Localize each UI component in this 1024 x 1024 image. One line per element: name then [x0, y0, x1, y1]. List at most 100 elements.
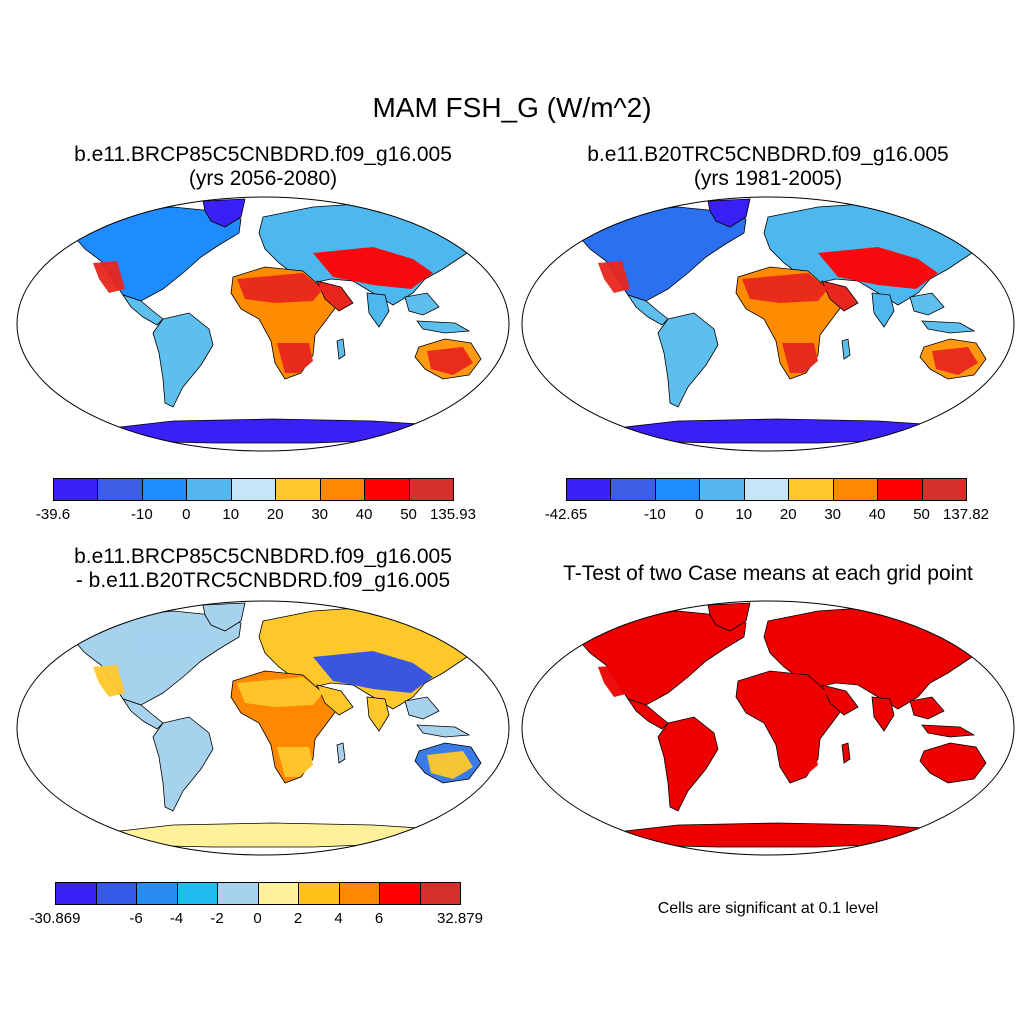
greenland-region [707, 198, 751, 228]
southAmerica-region [657, 312, 719, 408]
south-africa-patch [782, 343, 818, 373]
panel-4-title: T-Test of two Case means at each grid po… [563, 562, 973, 585]
sahara-patch [237, 677, 323, 707]
map-panel-3 [16, 600, 510, 856]
madagascar-region [336, 338, 346, 360]
southAmerica-region [657, 716, 719, 812]
antarctica-region [606, 418, 939, 444]
canada-patch [133, 227, 223, 253]
labelbar-3-tick-label: 6 [374, 910, 384, 927]
madagascar-region [336, 742, 346, 764]
australia-core-patch [427, 347, 473, 375]
labelbar-2-color-box [566, 478, 612, 501]
labelbar-1-color-box [230, 478, 277, 501]
labelbar-3-color-box [338, 882, 380, 905]
canada-patch [638, 631, 728, 657]
labelbar-2-tick-label: -10 [644, 506, 666, 523]
panel-3-title: b.e11.BRCP85C5CNBDRD.f09_g16.005 - b.e11… [13, 545, 513, 593]
figure-title: MAM FSH_G (W/m^2) [372, 92, 652, 123]
sw-north-america-patch [93, 665, 125, 697]
labelbar-3-color-box [55, 882, 97, 905]
labelbar-2-color-box [610, 478, 656, 501]
labelbar-1-tick-label: 40 [355, 506, 373, 523]
labelbar-3-tick-label: -30.869 [29, 910, 81, 927]
seAsia-region [404, 696, 440, 720]
central-asia-patch [818, 247, 938, 289]
indonesia-region [921, 724, 976, 738]
labelbar-3-tick-label: -6 [129, 910, 143, 927]
significance-note: Cells are significant at 0.1 level [657, 900, 879, 917]
labelbar-3-tick-label: 0 [253, 910, 262, 927]
labelbar-3-tick-label: -2 [210, 910, 224, 927]
australia-core-patch [932, 751, 978, 779]
labelbar-1-color-box [53, 478, 99, 501]
map-land-group [575, 198, 993, 444]
labelbar-3-color-box [419, 882, 461, 905]
india-region [871, 292, 895, 328]
seAsia-region [909, 696, 945, 720]
labelbar-1-tick-label: -39.6 [35, 506, 71, 523]
labelbar-2-tick-label: 20 [779, 506, 797, 523]
panel-1-case-name: b.e11.BRCP85C5CNBDRD.f09_g16.005 [74, 143, 452, 166]
centralAmerica-region [627, 698, 669, 730]
south-africa-patch [782, 747, 818, 777]
greenland-region [202, 198, 246, 228]
labelbar-3-tick-label: 32.879 [437, 910, 483, 927]
labelbar-1-tick-label: 20 [266, 506, 284, 523]
labelbar-2-tick-label: 30 [824, 506, 841, 523]
labelbar-1-color-box [97, 478, 143, 501]
labelbar-1-color-box [141, 478, 188, 501]
labelbar-3-color-box [298, 882, 340, 905]
panel-2-case-name: b.e11.B20TRC5CNBDRD.f09_g16.005 [587, 143, 949, 166]
centralAmerica-region [627, 294, 669, 326]
sw-north-america-patch [93, 261, 125, 293]
labelbar-1-tick-label: 50 [400, 506, 417, 523]
map-frame [16, 196, 510, 452]
antarctica-region [101, 418, 434, 444]
labelbar-3-tick-label: 4 [334, 910, 343, 927]
arabia-region [821, 280, 859, 312]
map-panel-2 [521, 196, 1015, 452]
labelbar-3-color-box [176, 882, 218, 905]
south-africa-patch [277, 747, 313, 777]
labelbar-1-color-box [364, 478, 410, 501]
labelbar-3-tick-label: 2 [293, 910, 303, 927]
sahara-patch [742, 677, 828, 707]
map-land-group [575, 602, 993, 848]
sw-north-america-patch [598, 665, 630, 697]
madagascar-region [841, 742, 851, 764]
panel-1-title: b.e11.BRCP85C5CNBDRD.f09_g16.005 (yrs 20… [13, 143, 513, 191]
panel-2-title: b.e11.B20TRC5CNBDRD.f09_g16.005 (yrs 198… [518, 143, 1018, 191]
labelbar-1-tick-label: 30 [311, 506, 328, 523]
southAmerica-region [152, 716, 214, 812]
labelbar-2-tick-label: 50 [913, 506, 930, 523]
labelbar-3-color-box [136, 882, 178, 905]
labelbar-3-color-box [257, 882, 299, 905]
map-panel-4 [521, 600, 1015, 856]
greenland-region [707, 602, 751, 632]
india-region [366, 696, 390, 732]
map-land-group [70, 198, 488, 444]
seAsia-region [404, 292, 440, 316]
labelbar-1-color-box [186, 478, 232, 501]
australia-core-patch [932, 347, 978, 375]
map-frame [521, 600, 1015, 856]
seAsia-region [909, 292, 945, 316]
labelbar-3-tick-label: -4 [169, 910, 184, 927]
labelbar-panel-3: -30.869 -6 -4 -2 0 2 4 6 32.879 [30, 882, 483, 930]
labelbar-1-tick-label: -10 [131, 506, 153, 523]
australia-core-patch [427, 751, 473, 779]
labelbar-1-color-box [275, 478, 321, 501]
labelbar-1-tick-label: 10 [222, 506, 240, 523]
map-frame [521, 196, 1015, 452]
greenland-region [202, 602, 246, 632]
panel-1-years: (yrs 2056-2080) [188, 167, 338, 190]
india-region [871, 696, 895, 732]
central-asia-patch [313, 651, 433, 693]
map-panel-1 [16, 196, 510, 452]
indonesia-region [416, 724, 471, 738]
labelbar-2-color-box [654, 478, 701, 501]
labelbar-2-color-box [743, 478, 790, 501]
canada-patch [133, 631, 223, 657]
indonesia-region [416, 320, 471, 334]
